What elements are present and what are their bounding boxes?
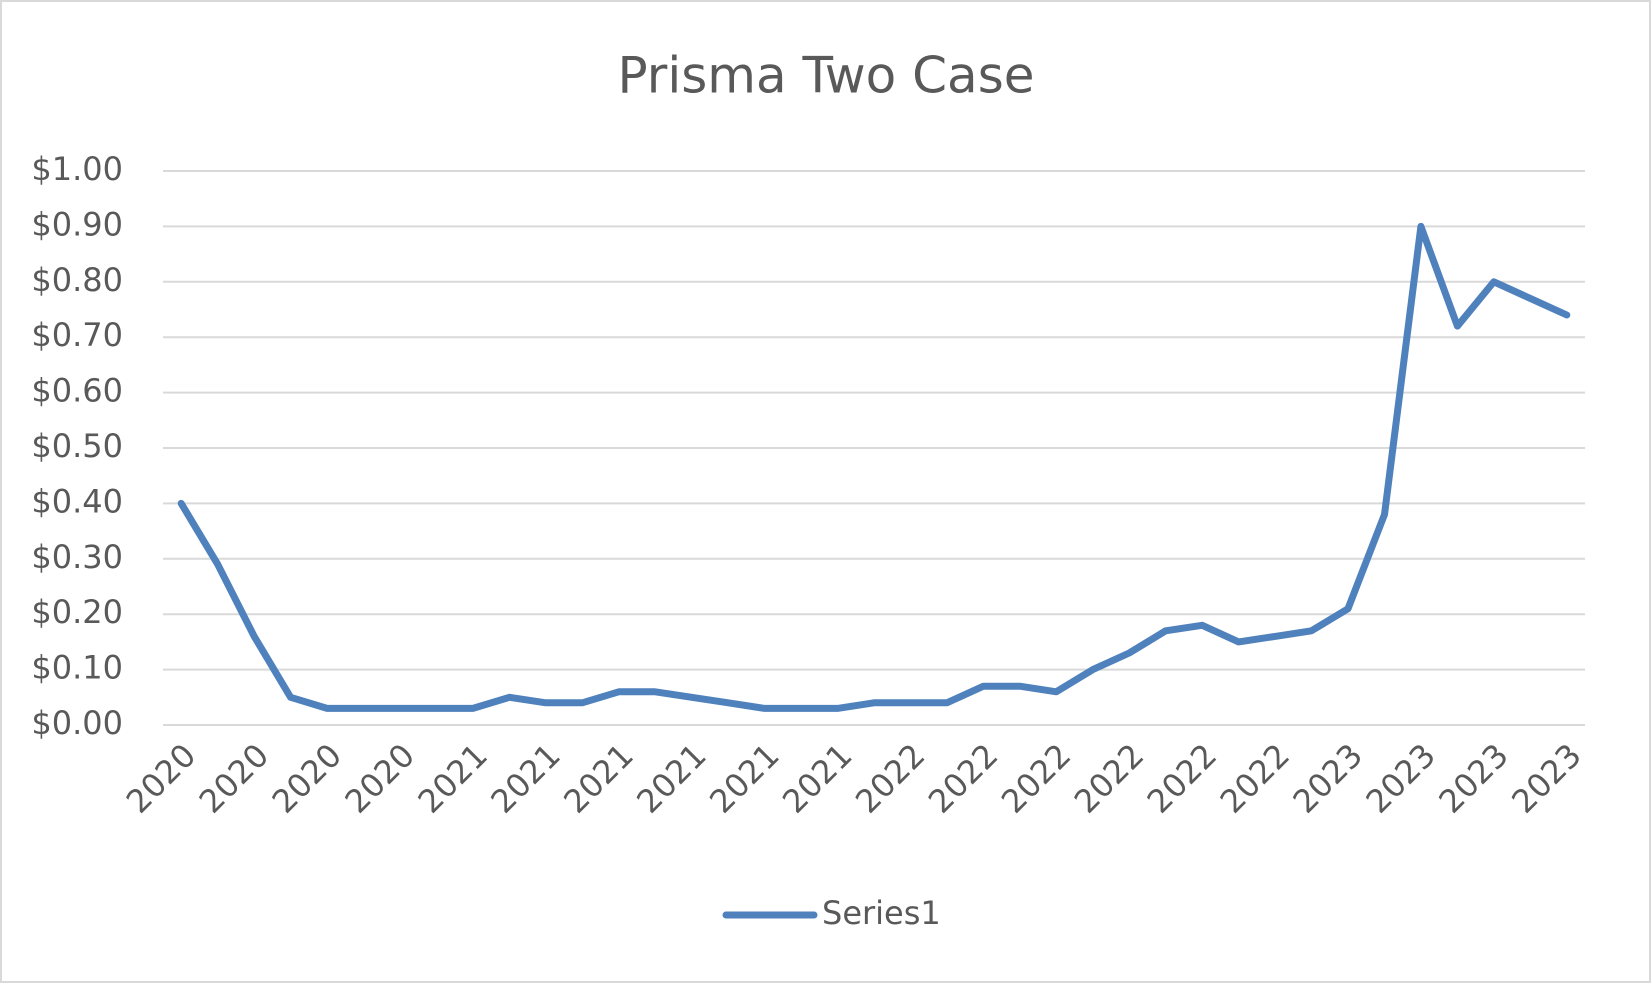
y-tick-label: $0.80 bbox=[31, 261, 123, 299]
y-tick-label: $0.10 bbox=[31, 649, 123, 687]
y-tick-label: $0.60 bbox=[31, 372, 123, 410]
y-tick-label: $0.20 bbox=[31, 593, 123, 631]
y-tick-label: $0.30 bbox=[31, 538, 123, 576]
y-tick-label: $0.00 bbox=[31, 704, 123, 742]
y-tick-label: $0.90 bbox=[31, 205, 123, 243]
y-tick-label: $0.70 bbox=[31, 316, 123, 354]
y-tick-label: $1.00 bbox=[31, 150, 123, 188]
line bbox=[177, 222, 1571, 712]
y-tick-label: $0.50 bbox=[31, 427, 123, 465]
y-tick-label: $0.40 bbox=[31, 482, 123, 520]
chart-title: Prisma Two Case bbox=[617, 47, 1034, 105]
legend-label: Series1 bbox=[822, 894, 941, 932]
